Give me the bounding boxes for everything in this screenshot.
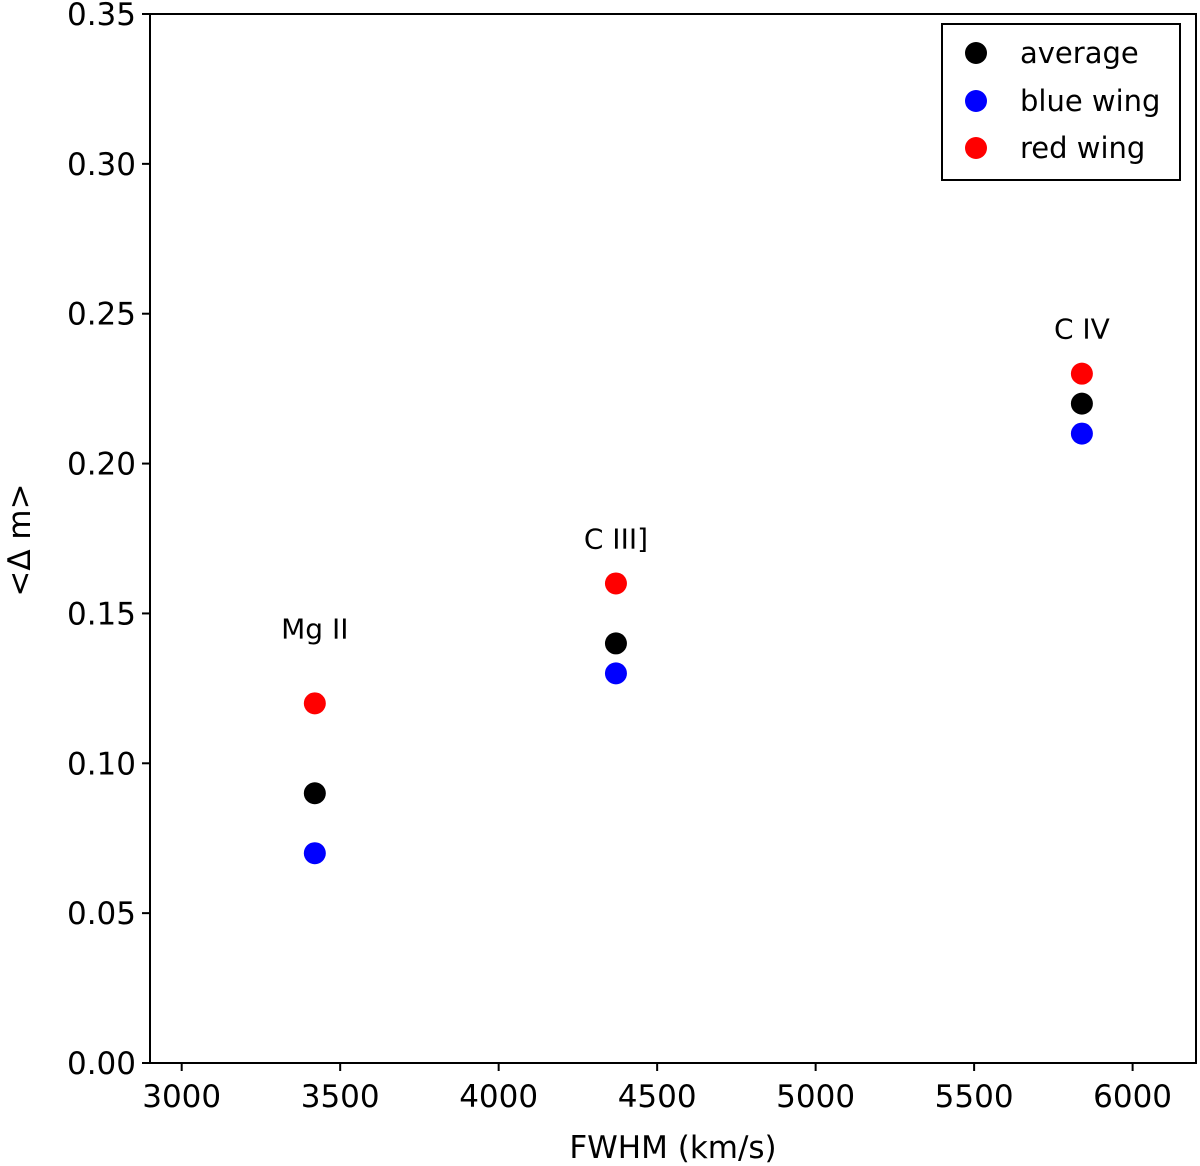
point-red-wing xyxy=(303,692,326,715)
legend-marker-blue-wing xyxy=(965,90,987,112)
y-tick-label: 0.10 xyxy=(67,746,136,782)
legend: average blue wing red wing xyxy=(941,23,1181,181)
point-average xyxy=(303,782,326,805)
point-blue-wing xyxy=(303,842,326,865)
legend-marker-red-wing xyxy=(965,137,987,159)
x-tick-label: 4000 xyxy=(459,1079,538,1115)
annotations: Mg II C III] C IV xyxy=(281,313,1110,646)
legend-label-blue-wing: blue wing xyxy=(1020,84,1160,118)
annotation-label: C IV xyxy=(1054,313,1110,346)
y-tick-label: 0.15 xyxy=(67,596,136,632)
plot-frame xyxy=(149,13,1197,1064)
point-red-wing xyxy=(604,572,627,595)
y-tick-label: 0.30 xyxy=(67,147,136,183)
point-average xyxy=(1070,392,1093,415)
legend-label-red-wing: red wing xyxy=(1020,131,1145,165)
y-axis-label: <Δ m> xyxy=(2,483,38,596)
legend-label-average: average xyxy=(1020,36,1139,70)
point-average xyxy=(604,632,627,655)
y-axis: 0.00 0.05 0.10 0.15 0.20 0.25 0.30 0.35 xyxy=(67,0,150,1082)
point-blue-wing xyxy=(1070,422,1093,445)
y-tick-label: 0.35 xyxy=(67,0,136,33)
y-tick-label: 0.25 xyxy=(67,297,136,333)
x-axis-label: FWHM (km/s) xyxy=(569,1130,776,1166)
x-tick-label: 5500 xyxy=(935,1079,1014,1115)
point-blue-wing xyxy=(604,662,627,685)
x-tick-label: 4500 xyxy=(618,1079,697,1115)
x-tick-label: 3000 xyxy=(142,1079,221,1115)
y-tick-label: 0.05 xyxy=(67,896,136,932)
annotation-label: Mg II xyxy=(281,612,348,645)
data-points xyxy=(303,362,1093,865)
y-tick-label: 0.00 xyxy=(67,1046,136,1082)
x-tick-label: 6000 xyxy=(1093,1079,1172,1115)
x-axis: 3000 3500 4000 4500 5000 5500 6000 xyxy=(142,1063,1172,1115)
x-tick-label: 3500 xyxy=(301,1079,380,1115)
point-red-wing xyxy=(1070,362,1093,385)
annotation-label: C III] xyxy=(584,523,648,556)
x-tick-label: 5000 xyxy=(776,1079,855,1115)
legend-marker-average xyxy=(965,42,987,64)
y-tick-label: 0.20 xyxy=(67,447,136,483)
